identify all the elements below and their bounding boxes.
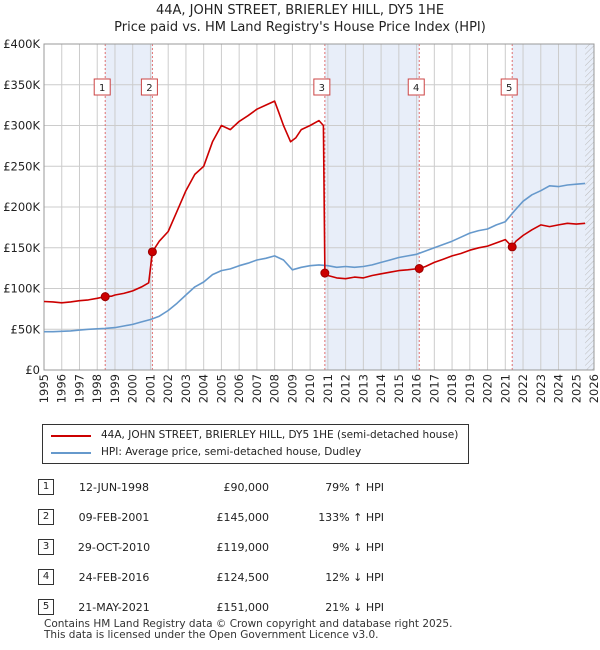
x-tick-label: 2017 bbox=[427, 374, 441, 403]
x-tick-label: 2016 bbox=[410, 374, 424, 403]
x-tick-label: 2002 bbox=[161, 374, 175, 403]
plot-frame bbox=[43, 43, 595, 371]
x-tick-label: 2022 bbox=[516, 374, 530, 403]
sale-marker-box bbox=[93, 78, 111, 96]
x-tick-label: 2009 bbox=[285, 374, 299, 403]
sale-marker-label: 3 bbox=[319, 83, 325, 94]
sale-point bbox=[414, 264, 424, 274]
x-tick-label: 2003 bbox=[179, 374, 193, 403]
x-tick-label: 2024 bbox=[552, 374, 566, 403]
table-row: 3 29-OCT-2010 £119,000 9% ↓ HPI bbox=[38, 532, 384, 562]
sale-marker-box bbox=[407, 78, 425, 96]
sale-number-box: 2 bbox=[38, 509, 54, 525]
table-row: 2 09-FEB-2001 £145,000 133% ↑ HPI bbox=[38, 502, 384, 532]
table-row: 5 21-MAY-2021 £151,000 21% ↓ HPI bbox=[38, 592, 384, 622]
sale-marker-label: 1 bbox=[99, 83, 105, 94]
y-tick-label: £400K bbox=[3, 37, 40, 51]
y-tick-label: £250K bbox=[3, 159, 40, 173]
sale-date: 09-FEB-2001 bbox=[78, 510, 150, 524]
series-line-property bbox=[43, 100, 586, 304]
sale-hpi-change: 12% ↓ HPI bbox=[325, 570, 384, 584]
legend-swatch-red bbox=[51, 435, 91, 437]
x-tick-label: 2023 bbox=[534, 374, 548, 403]
sales-table: 1 12-JUN-1998 £90,000 79% ↑ HPI 2 09-FEB… bbox=[38, 472, 384, 622]
sale-marker-label: 5 bbox=[506, 83, 512, 94]
x-tick-label: 1996 bbox=[55, 374, 69, 403]
x-tick-label: 2007 bbox=[250, 374, 264, 403]
sale-number-box: 4 bbox=[38, 569, 54, 585]
sale-point bbox=[507, 242, 517, 252]
sale-point bbox=[147, 247, 157, 257]
series-line-hpi bbox=[44, 182, 586, 333]
sale-price: £90,000 bbox=[223, 480, 270, 494]
sale-date: 24-FEB-2016 bbox=[78, 570, 150, 584]
x-tick-label: 2020 bbox=[481, 374, 495, 403]
x-tick-label: 2001 bbox=[143, 374, 157, 403]
table-row: 4 24-FEB-2016 £124,500 12% ↓ HPI bbox=[38, 562, 384, 592]
y-tick-label: £50K bbox=[11, 322, 41, 336]
sale-date: 29-OCT-2010 bbox=[77, 540, 151, 554]
x-tick-label: 2019 bbox=[463, 374, 477, 403]
x-tick-label: 1998 bbox=[90, 374, 104, 403]
sale-hpi-change: 133% ↑ HPI bbox=[318, 510, 384, 524]
x-tick-label: 2010 bbox=[303, 374, 317, 403]
x-tick-label: 2026 bbox=[587, 374, 600, 403]
sale-marker-label: 2 bbox=[146, 83, 152, 94]
x-tick-label: 1997 bbox=[72, 374, 86, 403]
x-tick-label: 2008 bbox=[268, 374, 282, 403]
footer-attribution: Contains HM Land Registry data © Crown c… bbox=[44, 619, 452, 641]
y-tick-label: £0 bbox=[25, 363, 40, 377]
sale-number-box: 3 bbox=[38, 539, 54, 555]
sale-hpi-change: 79% ↑ HPI bbox=[325, 480, 384, 494]
legend-label-property: 44A, JOHN STREET, BRIERLEY HILL, DY5 1HE… bbox=[101, 429, 459, 441]
chart-title-address: 44A, JOHN STREET, BRIERLEY HILL, DY5 1HE bbox=[155, 3, 445, 18]
chart-title-subtitle: Price paid vs. HM Land Registry's House … bbox=[114, 20, 486, 35]
sale-date: 12-JUN-1998 bbox=[78, 480, 150, 494]
chart-legend: 44A, JOHN STREET, BRIERLEY HILL, DY5 1HE… bbox=[42, 424, 469, 464]
x-tick-label: 2025 bbox=[569, 374, 583, 403]
x-tick-label: 1999 bbox=[108, 374, 122, 403]
x-tick-label: 2012 bbox=[339, 374, 353, 403]
x-tick-label: 2018 bbox=[445, 374, 459, 403]
sale-marker-box bbox=[500, 78, 518, 96]
sale-marker-box bbox=[140, 78, 158, 96]
legend-swatch-blue bbox=[51, 452, 91, 454]
y-tick-label: £300K bbox=[3, 119, 40, 133]
y-tick-label: £150K bbox=[3, 241, 40, 255]
sale-number-box: 5 bbox=[38, 599, 54, 615]
x-tick-label: 2011 bbox=[321, 374, 335, 403]
x-tick-label: 2014 bbox=[374, 374, 388, 403]
y-tick-label: £200K bbox=[3, 200, 40, 214]
table-row: 1 12-JUN-1998 £90,000 79% ↑ HPI bbox=[38, 472, 384, 502]
footer-licence: This data is licensed under the Open Gov… bbox=[44, 629, 379, 641]
price-chart: 1 2 3 4 5 £0 £50K £100K £150K £200K £250K £300K £350… bbox=[3, 37, 600, 403]
sale-price: £124,500 bbox=[216, 570, 270, 584]
sale-price: £119,000 bbox=[216, 540, 270, 554]
x-tick-label: 2015 bbox=[392, 374, 406, 403]
x-tick-label: 2013 bbox=[356, 374, 370, 403]
sale-date: 21-MAY-2021 bbox=[78, 600, 150, 614]
sale-marker-label: 4 bbox=[413, 83, 419, 94]
sale-hpi-change: 9% ↓ HPI bbox=[332, 540, 384, 554]
legend-label-hpi: HPI: Average price, semi-detached house,… bbox=[101, 446, 362, 458]
sale-hpi-change: 21% ↓ HPI bbox=[325, 600, 384, 614]
sale-price: £145,000 bbox=[216, 510, 270, 524]
sale-point bbox=[100, 292, 110, 302]
x-tick-label: 2000 bbox=[126, 374, 140, 403]
sale-number-box: 1 bbox=[38, 479, 54, 495]
y-tick-label: £350K bbox=[3, 78, 40, 92]
x-tick-label: 1995 bbox=[37, 374, 51, 403]
x-tick-label: 2004 bbox=[197, 374, 211, 403]
y-tick-label: £100K bbox=[3, 282, 40, 296]
x-tick-label: 2006 bbox=[232, 374, 246, 403]
sale-point bbox=[320, 268, 330, 278]
sale-price: £151,000 bbox=[216, 600, 270, 614]
x-tick-label: 2005 bbox=[214, 374, 228, 403]
sale-marker-box bbox=[313, 78, 331, 96]
footer-copyright: Contains HM Land Registry data © Crown c… bbox=[44, 618, 453, 630]
x-tick-label: 2021 bbox=[498, 374, 512, 403]
